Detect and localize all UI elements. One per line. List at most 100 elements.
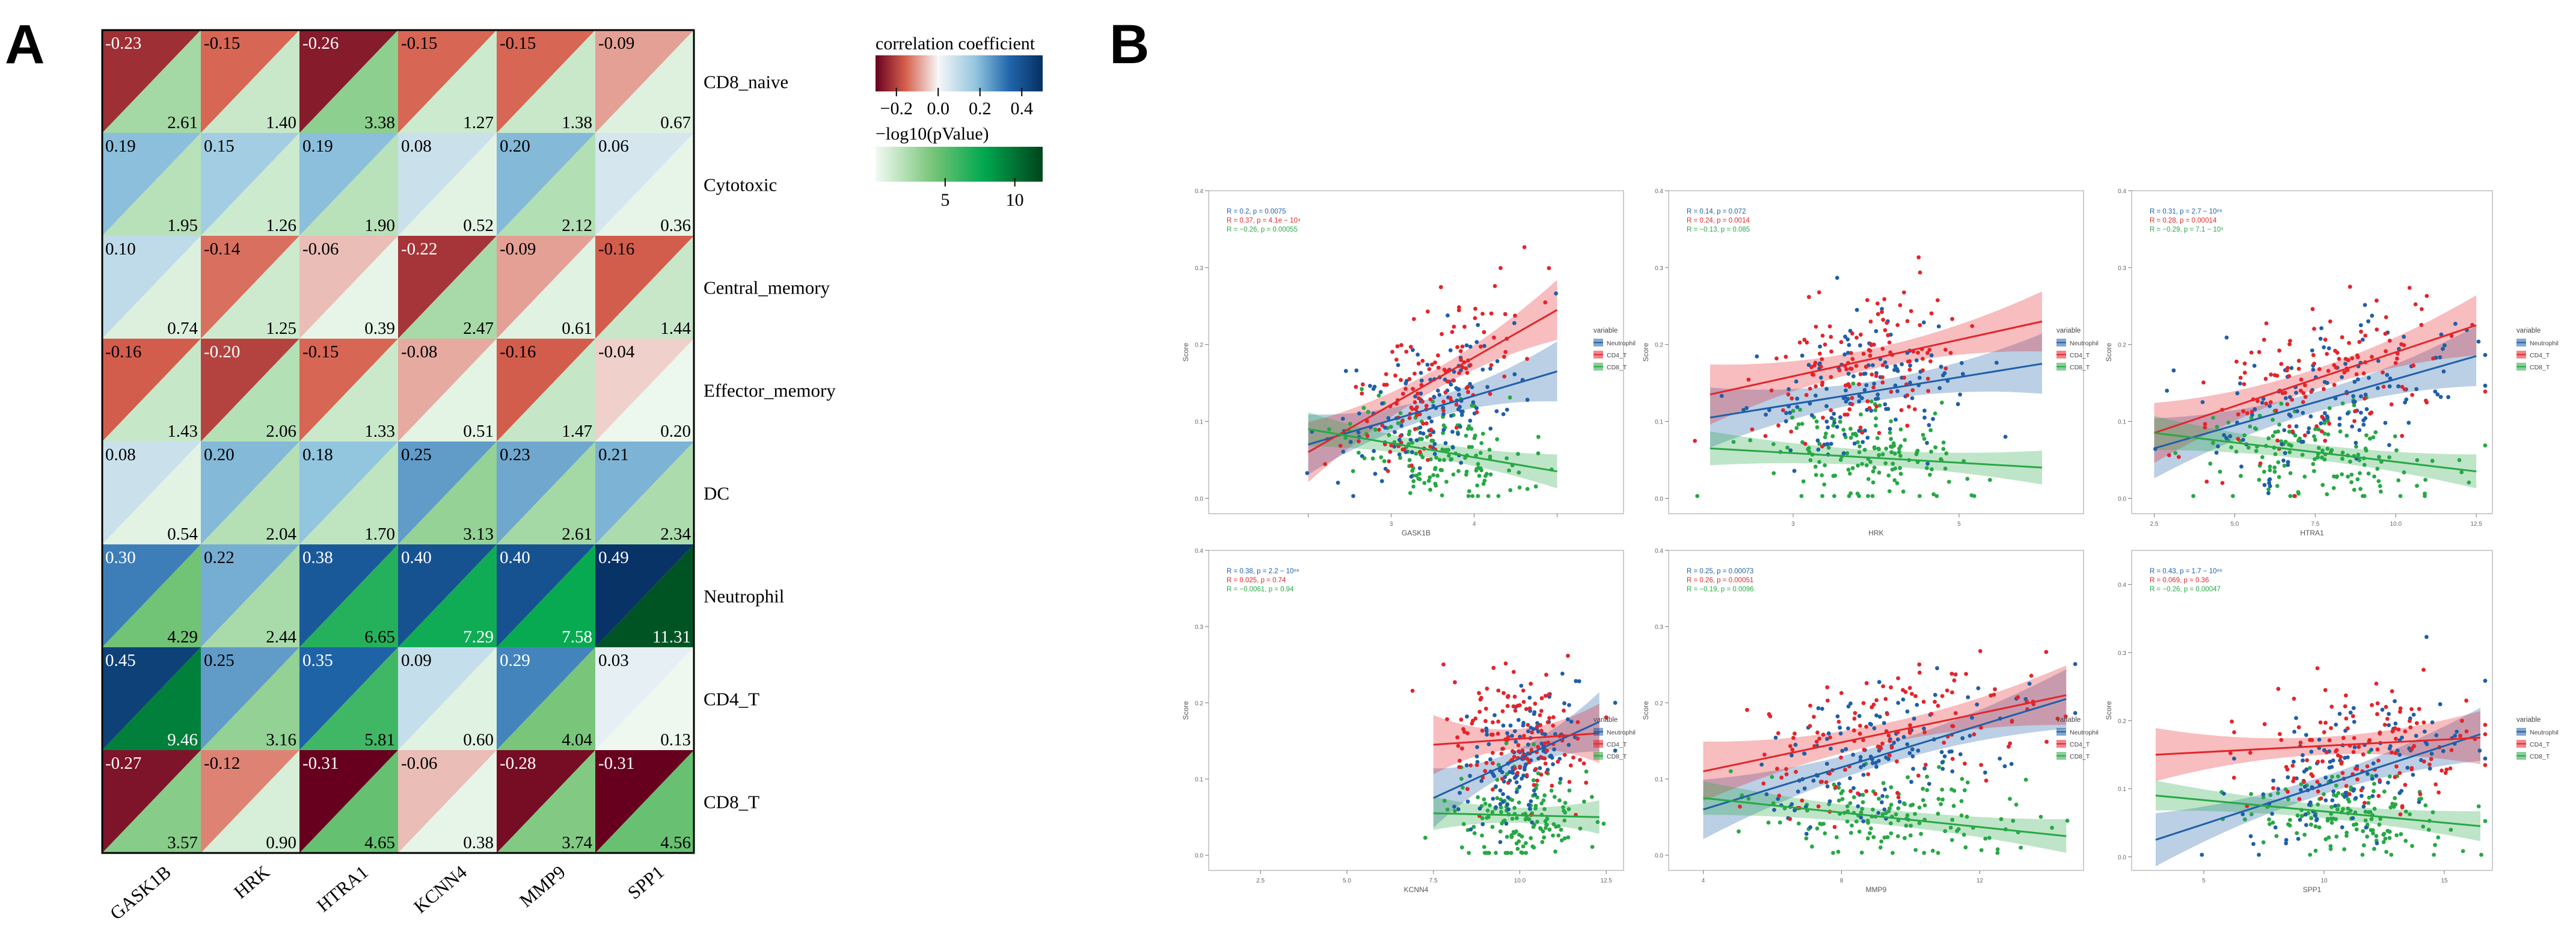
scatter-point — [2177, 455, 2181, 459]
scatter-point — [2289, 366, 2294, 371]
scatter-point — [1865, 399, 1870, 404]
scatter-point — [1357, 411, 1361, 416]
scatter-point — [1506, 807, 1511, 811]
scatter-point — [2356, 452, 2361, 457]
scatter-point — [1495, 731, 1500, 736]
regression-line — [1703, 694, 2067, 772]
heatmap-cell: 0.294.04 — [497, 647, 595, 750]
scatter-point — [1545, 748, 1550, 753]
scatter-point — [1380, 423, 1385, 428]
scatter-point — [2381, 370, 2385, 375]
scatter-point — [1825, 685, 1830, 689]
scatter-point — [1950, 769, 1955, 774]
scatter-point — [1533, 701, 1538, 706]
scatter-point — [1858, 372, 1863, 377]
scatter-point — [1435, 473, 1440, 478]
scatter-point — [1898, 454, 1903, 458]
scatter-point — [1888, 350, 1893, 355]
corr-label: 0.09 — [401, 651, 432, 670]
scatter-point — [2367, 375, 2371, 380]
scatter-point — [1368, 384, 1372, 388]
scatter-point — [1527, 802, 1531, 807]
scatter-point — [2250, 413, 2254, 417]
scatter-point — [2319, 429, 2324, 434]
scatter-point — [1495, 777, 1500, 782]
scatter-point — [1480, 431, 1485, 436]
scatter-point — [1513, 313, 1517, 318]
scatter-point — [2220, 481, 2225, 485]
scatter-point — [1893, 466, 1898, 471]
scatter-point — [2306, 430, 2311, 435]
scatter-point — [1841, 428, 1846, 432]
scatter-point — [1759, 762, 1764, 767]
scatter-point — [1452, 369, 1456, 374]
scatter-point — [1874, 760, 1878, 765]
scatter-point — [1967, 733, 1972, 738]
scatter-point — [1867, 406, 1872, 410]
legend-title: variable — [2056, 716, 2081, 724]
scatter-point — [2385, 716, 2390, 721]
x-axis-title: HRK — [1868, 529, 1883, 537]
scatter-point — [1806, 446, 1811, 451]
scatter-point — [1492, 335, 1496, 340]
scatter-point — [1807, 295, 1811, 300]
scatter-point — [1895, 389, 1900, 393]
scatter-point — [1880, 452, 1885, 457]
scatter-point — [1961, 372, 1965, 377]
scatter-point — [1519, 683, 1524, 688]
scatter-point — [1896, 737, 1900, 742]
scatter-point — [1376, 393, 1381, 398]
scatter-point — [1348, 422, 1352, 426]
corr-label: 0.45 — [105, 651, 136, 670]
scatter-point — [1866, 772, 1871, 777]
scatter-point — [1829, 334, 1833, 339]
scatter-point — [2236, 437, 2240, 442]
scatter-point — [1808, 386, 1812, 391]
scatter-point — [1491, 761, 1495, 766]
heatmap-cell: -0.161.43 — [102, 339, 201, 442]
corr-label: -0.15 — [401, 34, 437, 53]
scatter-point — [1451, 378, 1455, 383]
p-legend-title: −log10(pValue) — [876, 124, 989, 144]
pvalue-label: 7.58 — [562, 627, 592, 647]
scatter-point — [1556, 833, 1561, 838]
scatter-point — [1468, 763, 1473, 768]
scatter-point — [1531, 727, 1536, 731]
scatter-point — [2316, 759, 2320, 764]
scatter-point — [1731, 440, 1736, 444]
scatter-point — [1538, 766, 1542, 771]
scatter-point — [1915, 703, 1919, 707]
scatter-point — [1420, 455, 1425, 460]
scatter-point — [1450, 429, 1455, 434]
scatter-point — [2351, 750, 2356, 754]
scatter-point — [1961, 833, 1966, 837]
scatter-point — [1464, 366, 1468, 371]
scatter-point — [1882, 297, 1887, 301]
x-axis-title: GASK1B — [1402, 529, 1431, 537]
scatter-point — [2050, 825, 2055, 830]
scatter-point — [2410, 844, 2414, 848]
scatter-point — [2340, 451, 2345, 455]
scatter-point — [2483, 443, 2488, 448]
scatter-point — [2432, 852, 2436, 857]
scatter-point — [2398, 709, 2402, 714]
scatter-point — [2354, 440, 2358, 445]
scatter-point — [1825, 737, 1829, 741]
scatter-point — [1821, 416, 1826, 420]
corr-label: -0.04 — [598, 342, 635, 362]
correlation-stat: R = −0.13, p = 0.085 — [1687, 226, 1750, 233]
scatter-point — [1479, 695, 1483, 700]
scatter-point — [2326, 346, 2331, 351]
scatter-point — [1396, 421, 1400, 425]
scatter-point — [1510, 733, 1514, 738]
scatter-point — [2325, 416, 2330, 420]
scatter-point — [2359, 788, 2364, 793]
scatter-point — [1410, 450, 1414, 454]
scatter-point — [1529, 836, 1533, 840]
scatter-point — [2436, 790, 2441, 795]
scatter-point — [2296, 359, 2301, 363]
legend-entry: CD8_T — [2530, 364, 2550, 371]
scatter-point — [1884, 446, 1889, 451]
scatter-point — [1471, 400, 1476, 405]
scatter-point — [1848, 801, 1853, 805]
